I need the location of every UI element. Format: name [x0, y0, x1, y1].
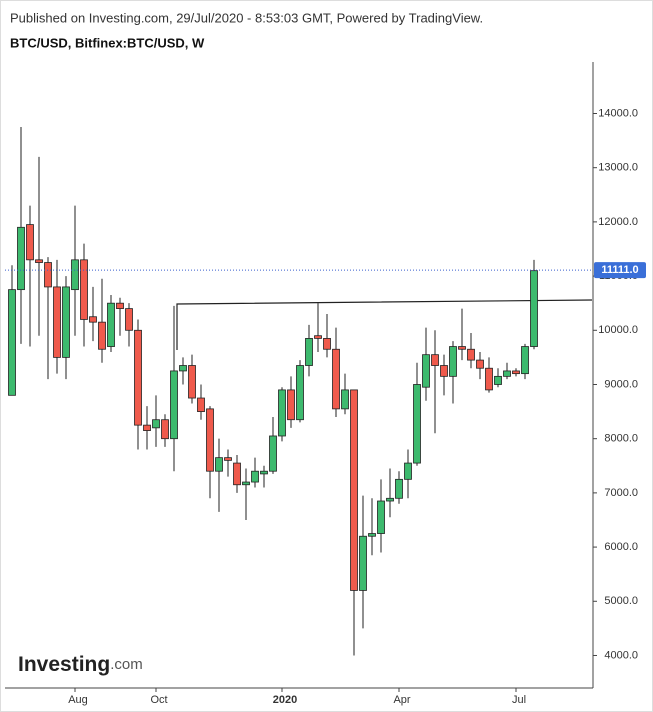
logo-main: Investing [18, 653, 110, 676]
candle-body [305, 338, 313, 366]
y-tick-label: 8000.0 [604, 433, 638, 445]
y-tick-label: 9000.0 [604, 378, 638, 390]
candle-body [89, 316, 97, 323]
candle-body [17, 226, 25, 291]
candle-body [215, 457, 223, 472]
published-note: Published on Investing.com, 29/Jul/2020 … [10, 10, 483, 25]
candle-body [62, 286, 70, 358]
candle-body [197, 397, 205, 412]
candle-body [8, 289, 16, 396]
candle-body [107, 302, 115, 347]
candle-body [206, 408, 214, 472]
candle-body [440, 365, 448, 377]
candle-body [269, 435, 277, 472]
candle-body [188, 365, 196, 399]
y-tick-label: 6000.0 [604, 541, 638, 553]
candle-body [341, 389, 349, 410]
candle-body [449, 346, 457, 377]
candle-body [287, 389, 295, 421]
candle-body [161, 419, 169, 440]
chart-title: BTC/USD, Bitfinex:BTC/USD, W [10, 35, 205, 50]
candle-body [512, 370, 520, 375]
candle-body [143, 424, 151, 431]
x-tick-label: Oct [150, 694, 167, 706]
candle-body [422, 354, 430, 388]
candle-body [98, 321, 106, 350]
candle-body [350, 389, 358, 591]
candle-body [458, 346, 466, 350]
x-tick-label: Apr [393, 694, 410, 706]
candle-body [521, 346, 529, 375]
candle-body [494, 375, 502, 385]
candle-body [170, 370, 178, 440]
candle-body [26, 224, 34, 261]
candle-body [116, 302, 124, 310]
trendline [176, 299, 593, 350]
candle-body [224, 457, 232, 461]
candle-body [395, 478, 403, 499]
logo-suffix: .com [110, 656, 143, 673]
candle-body [323, 338, 331, 350]
candle-body [530, 270, 538, 347]
candle-body [134, 329, 142, 426]
candle-body [314, 335, 322, 339]
candle-body [242, 481, 250, 486]
y-tick-label: 5000.0 [604, 595, 638, 607]
candle-body [377, 500, 385, 534]
y-tick-label: 4000.0 [604, 649, 638, 661]
candle-body [260, 470, 268, 475]
x-tick-label: Aug [68, 694, 88, 706]
candle-body [359, 535, 367, 591]
y-tick-label: 10000.0 [598, 324, 638, 336]
logo: Investing.com [18, 653, 143, 676]
candle-body [35, 259, 43, 263]
candle-body [404, 462, 412, 480]
candle-body [80, 259, 88, 320]
x-tick-label: Jul [512, 694, 526, 706]
candle-body [152, 419, 160, 429]
candle-body [44, 262, 52, 288]
candle-body [71, 259, 79, 291]
candle-body [278, 389, 286, 437]
y-tick-label: 7000.0 [604, 487, 638, 499]
last-price-box [594, 262, 646, 279]
candle-body [296, 365, 304, 421]
candle-body [332, 348, 340, 410]
candle-body [368, 533, 376, 537]
x-tick-label: 2020 [273, 694, 297, 706]
candle-body [251, 470, 259, 483]
candle-body [413, 384, 421, 464]
candle-body [431, 354, 439, 366]
y-tick-label: 12000.0 [598, 216, 638, 228]
candle-body [503, 370, 511, 377]
candle-body [53, 286, 61, 358]
candle-body [476, 359, 484, 369]
last-price-label: 11111.0 [601, 264, 638, 276]
y-tick-label: 13000.0 [598, 162, 638, 174]
candle-body [233, 462, 241, 486]
y-tick-label: 14000.0 [598, 107, 638, 119]
candle-body [125, 308, 133, 331]
candle-body [179, 365, 187, 372]
candle-body [467, 348, 475, 361]
candle-body [386, 497, 394, 502]
candle-body [485, 367, 493, 391]
